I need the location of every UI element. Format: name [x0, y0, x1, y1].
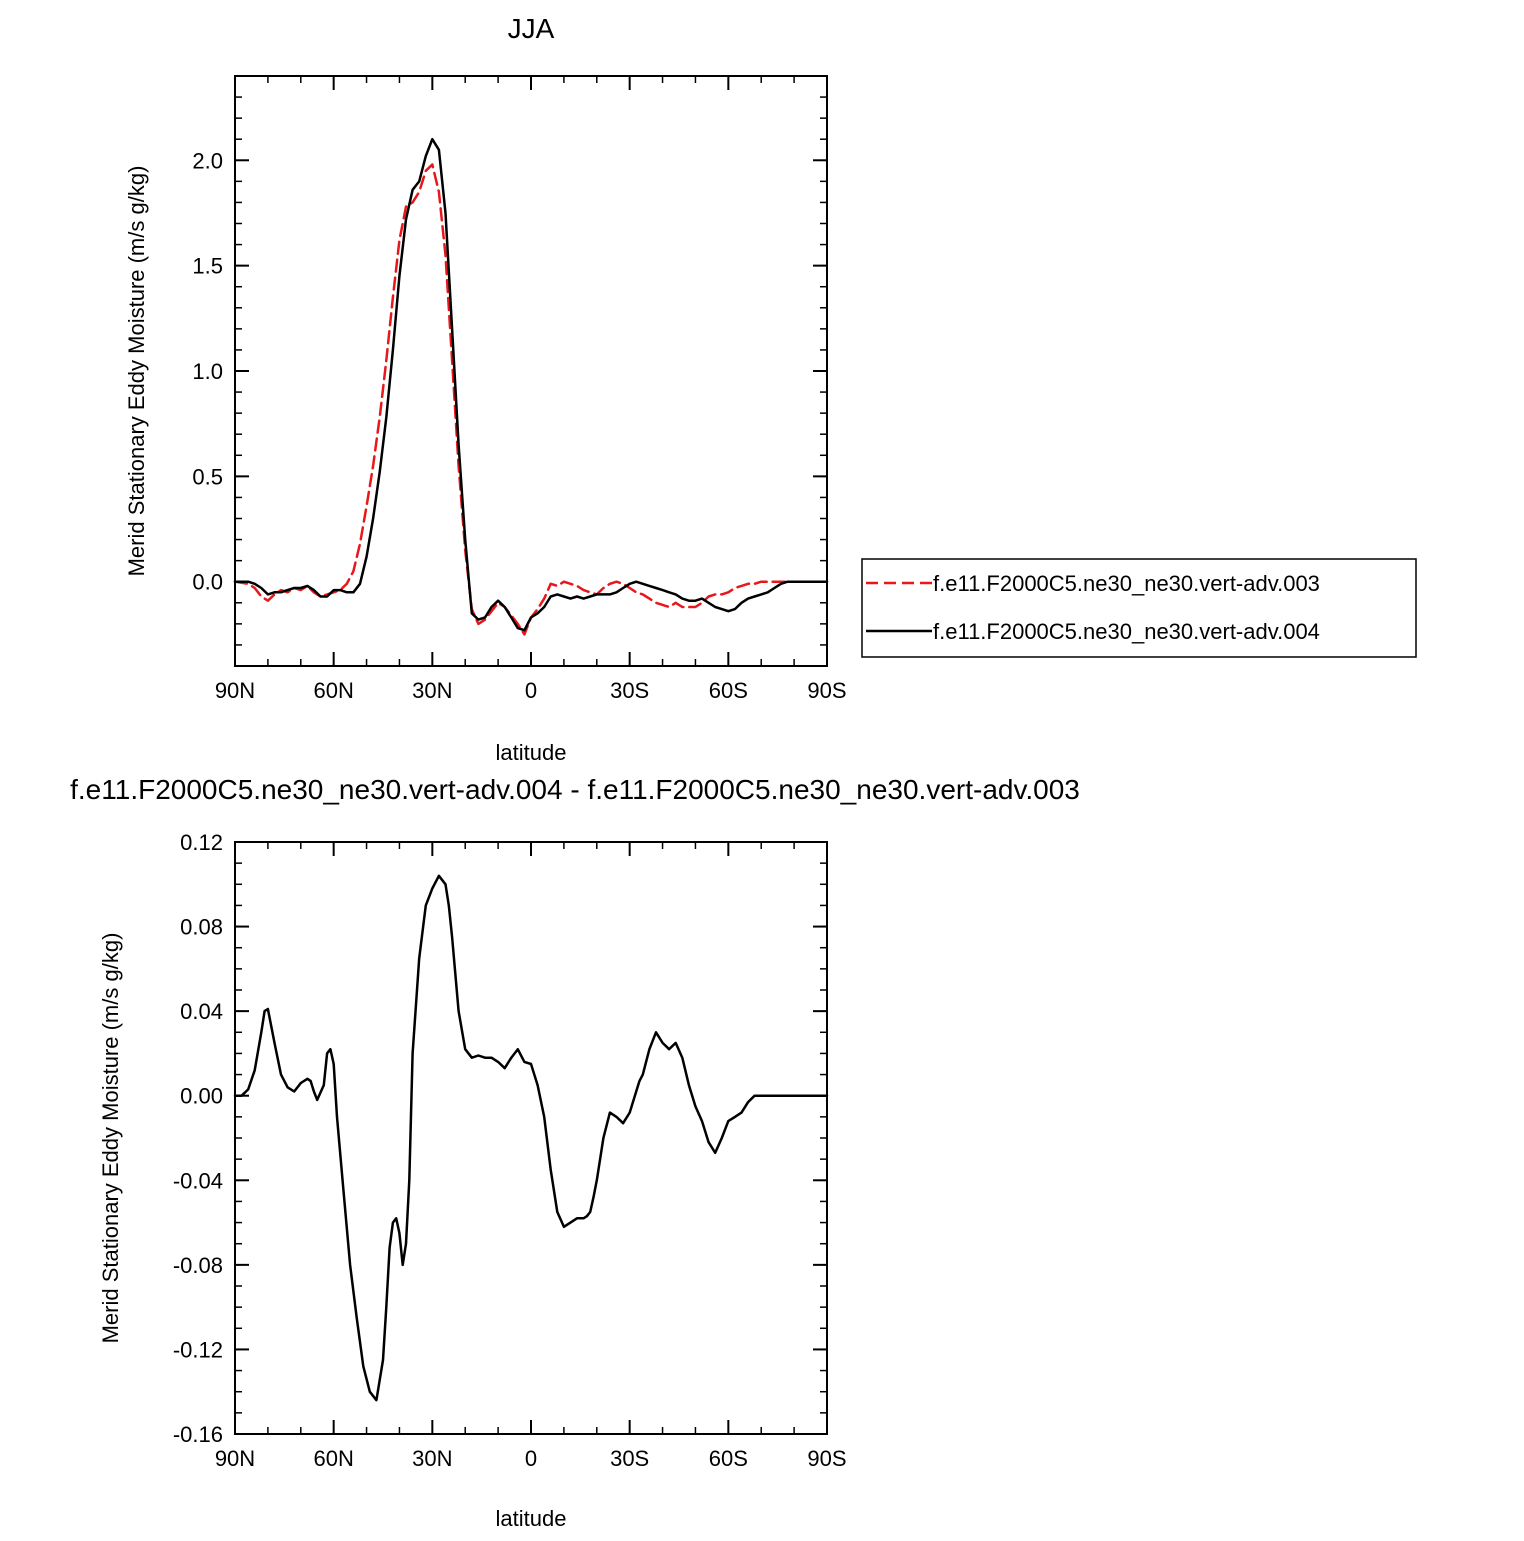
top-x-tick-label: 90S [807, 678, 846, 703]
bottom-chart-x-axis-title: latitude [496, 1506, 567, 1531]
bottom-y-tick-label: 0.08 [180, 915, 223, 940]
bottom-x-tick-label: 30N [412, 1446, 452, 1471]
bottom-y-tick-label: -0.12 [173, 1337, 223, 1362]
top-x-tick-label: 90N [215, 678, 255, 703]
top-chart-title: JJA [508, 13, 555, 44]
bottom-chart-series [233, 874, 829, 1402]
bottom-x-tick-label: 30S [610, 1446, 649, 1471]
legend-box [861, 558, 1417, 658]
bottom-x-tick-label: 60N [313, 1446, 353, 1471]
top-series-line-1 [233, 163, 829, 636]
top-y-tick-label: 1.5 [192, 254, 223, 279]
top-x-tick-label: 30S [610, 678, 649, 703]
top-y-tick-label: 0.5 [192, 464, 223, 489]
top-y-tick-label: 2.0 [192, 148, 223, 173]
bottom-x-tick-label: 90S [807, 1446, 846, 1471]
top-x-tick-label: 60S [709, 678, 748, 703]
top-x-tick-label: 0 [525, 678, 537, 703]
bottom-x-tick-label: 90N [215, 1446, 255, 1471]
top-y-tick-label: 0.0 [192, 570, 223, 595]
top-chart-x-axis-title: latitude [496, 740, 567, 765]
top-chart-ticks: 0.0 0.5 1.0 1.5 2.0 90N 60N 30N 0 30S 60S 90S [192, 75, 847, 703]
bottom-y-tick-label: 0.00 [180, 1084, 223, 1109]
top-chart-y-axis-title: Merid Stationary Eddy Moisture (m/s g/kg… [124, 166, 149, 577]
bottom-x-tick-label: 60S [709, 1446, 748, 1471]
top-chart-plot-frame [234, 75, 828, 667]
bottom-chart-title: f.e11.F2000C5.ne30_ne30.vert-adv.004 - f… [70, 774, 1080, 805]
bottom-chart: f.e11.F2000C5.ne30_ne30.vert-adv.004 - f… [70, 774, 1080, 1531]
bottom-y-tick-label: 0.04 [180, 999, 223, 1024]
bottom-chart-plot-frame [234, 841, 828, 1435]
bottom-chart-y-axis-title: Merid Stationary Eddy Moisture (m/s g/kg… [98, 933, 123, 1344]
legend-label-series-2: f.e11.F2000C5.ne30_ne30.vert-adv.004 [933, 619, 1320, 644]
top-chart-legend: f.e11.F2000C5.ne30_ne30.vert-adv.003 f.e… [861, 558, 1417, 658]
bottom-y-tick-label: -0.04 [173, 1168, 223, 1193]
top-series-line-2 [233, 137, 829, 632]
top-chart-series [233, 137, 829, 636]
bottom-y-tick-label: -0.16 [173, 1422, 223, 1447]
bottom-x-tick-label: 0 [525, 1446, 537, 1471]
top-chart: JJA 0.0 0.5 1.0 1.5 2.0 90N 60N 30N 0 30S 60S 90S l… [124, 13, 1417, 765]
bottom-series-line-1 [233, 874, 829, 1402]
top-y-tick-label: 1.0 [192, 359, 223, 384]
bottom-y-tick-label: 0.12 [180, 830, 223, 855]
top-x-tick-label: 60N [313, 678, 353, 703]
legend-label-series-1: f.e11.F2000C5.ne30_ne30.vert-adv.003 [933, 571, 1320, 596]
top-x-tick-label: 30N [412, 678, 452, 703]
bottom-y-tick-label: -0.08 [173, 1253, 223, 1278]
